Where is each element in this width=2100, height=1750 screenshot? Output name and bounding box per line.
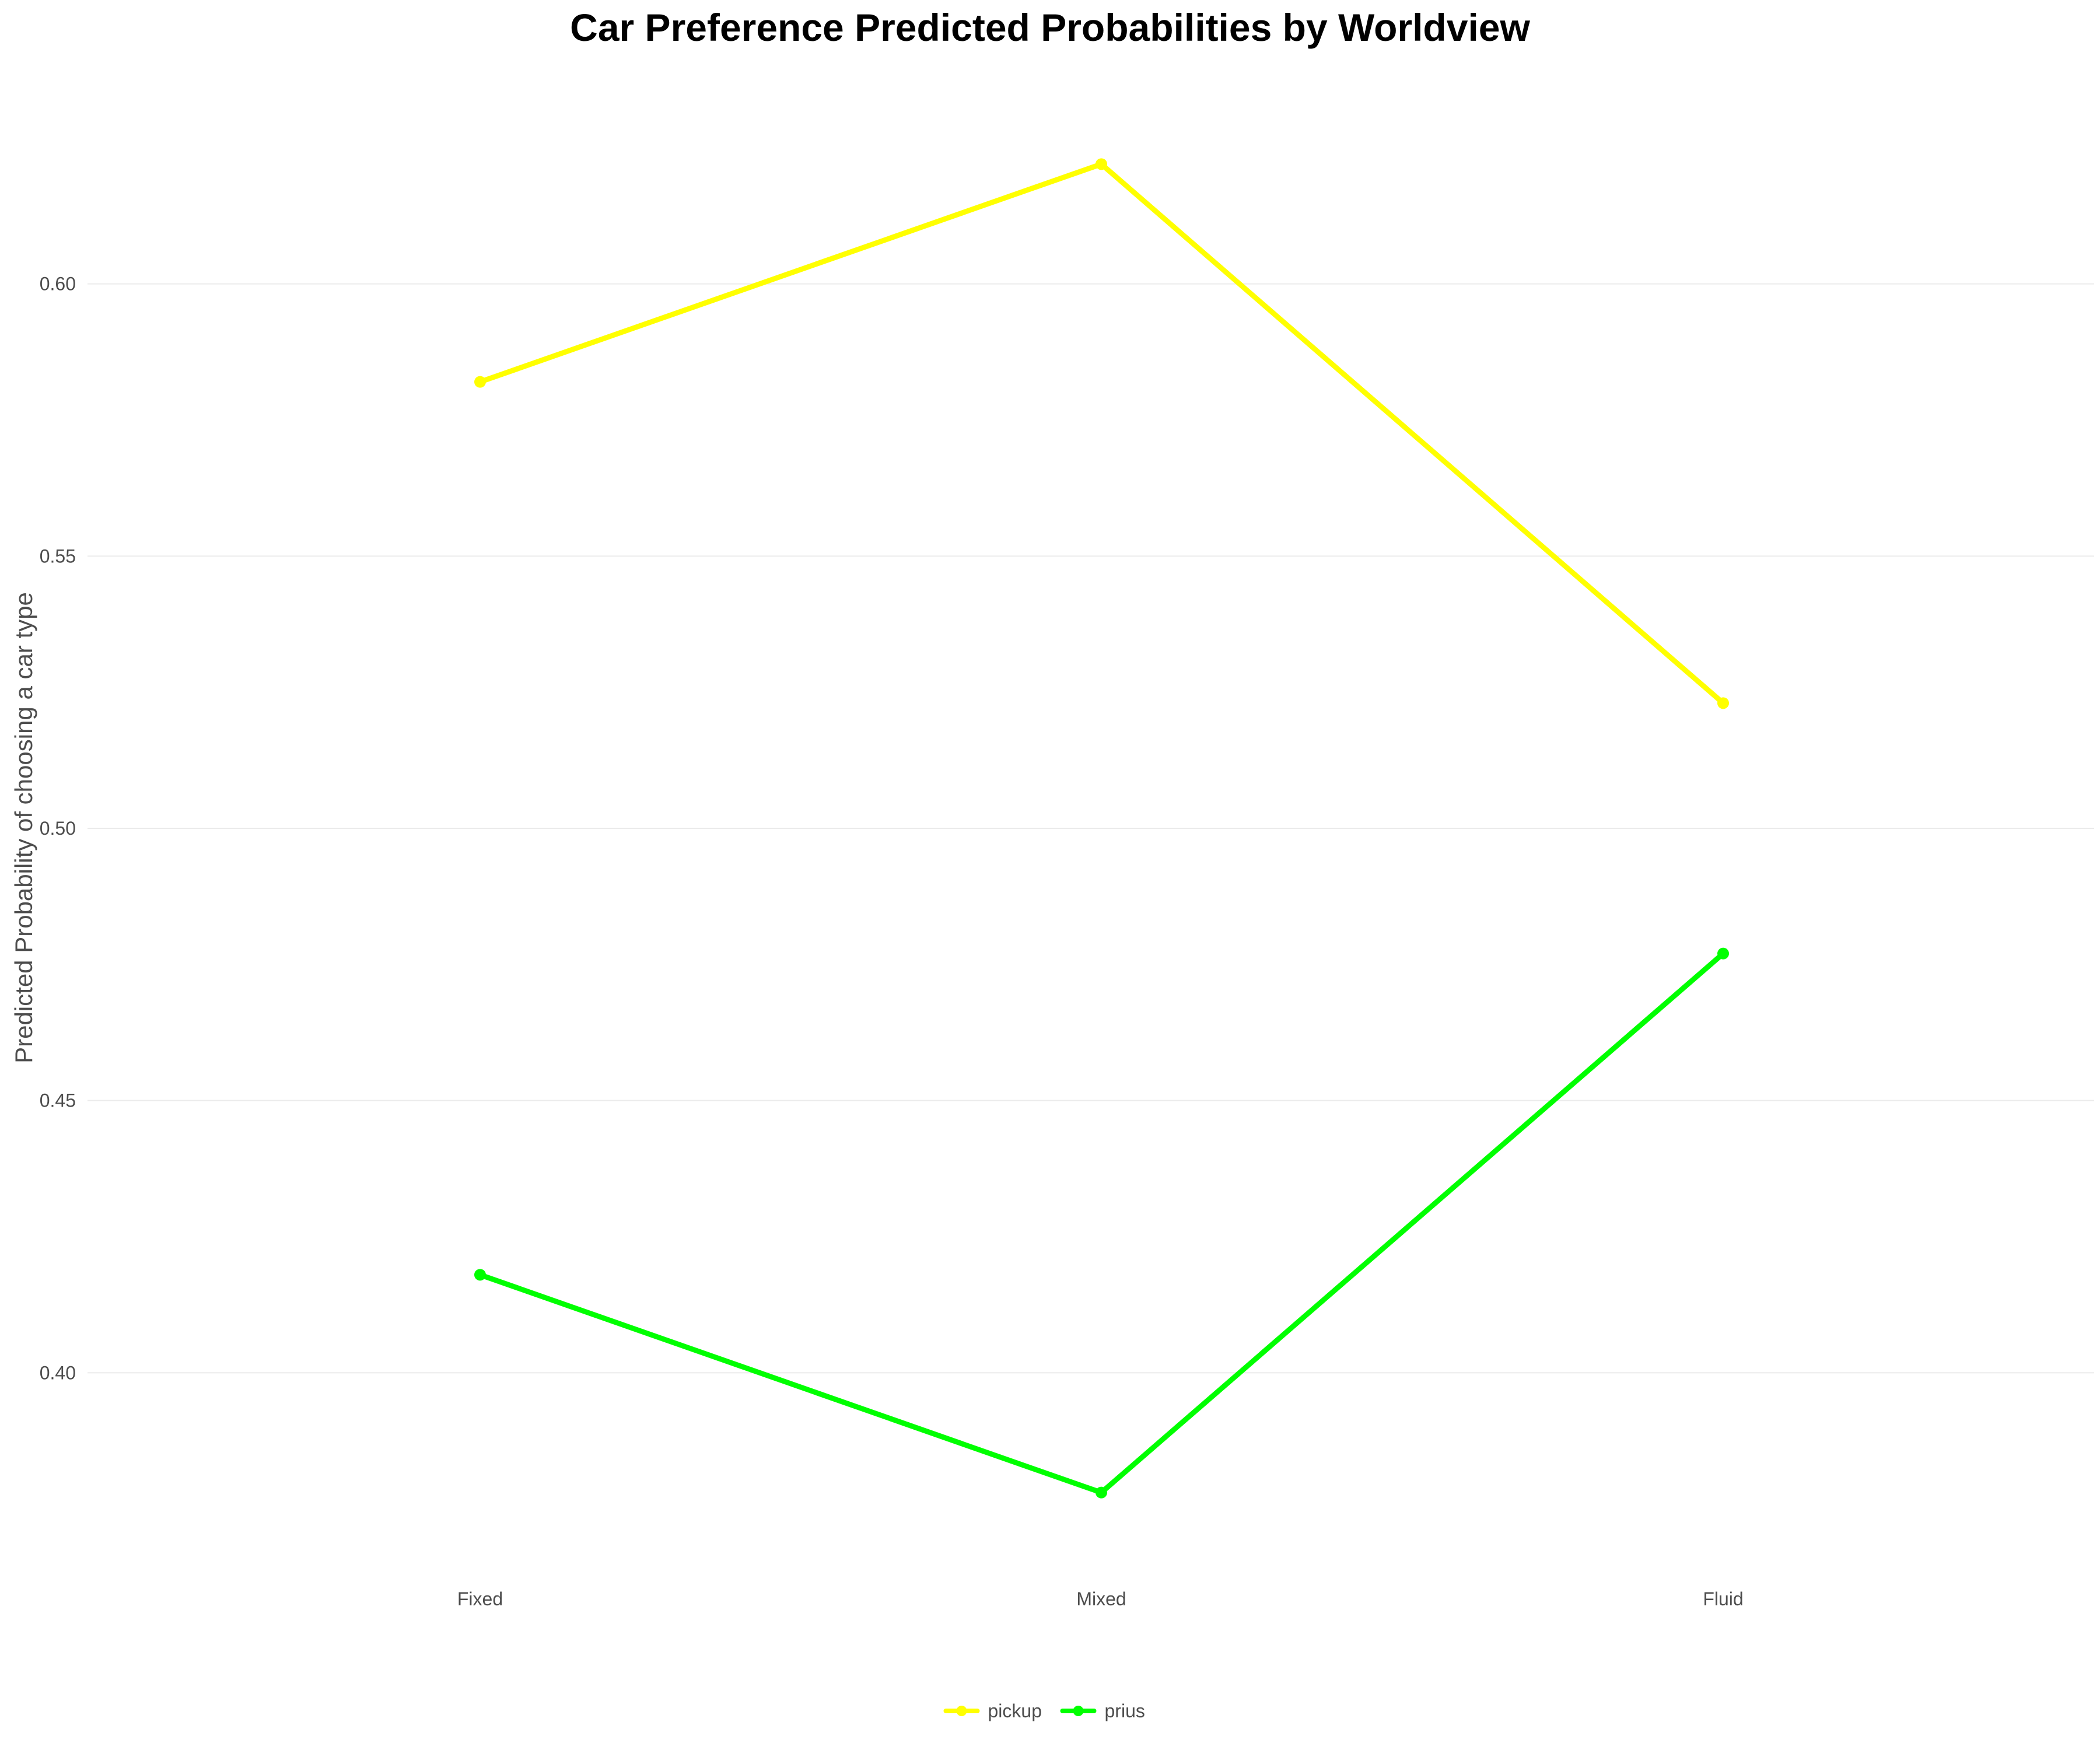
data-point-prius xyxy=(1096,1486,1107,1499)
y-axis-ticks: 0.40 0.45 0.50 0.55 0.60 xyxy=(40,274,76,1384)
series-line-pickup xyxy=(477,161,1726,706)
legend-key-point xyxy=(1073,1706,1084,1716)
series-prius xyxy=(474,947,1729,1499)
x-tick-label: Fluid xyxy=(1703,1588,1743,1609)
x-axis-ticks: Fixed Mixed Fluid xyxy=(457,1588,1744,1609)
legend-label: pickup xyxy=(988,1700,1042,1721)
y-tick-label: 0.60 xyxy=(40,274,76,295)
legend-key-point xyxy=(956,1706,967,1716)
chart-title: Car Preference Predicted Probabilities b… xyxy=(570,6,1530,49)
y-axis-label: Predicted Probability of choosing a car … xyxy=(10,592,37,1063)
grid xyxy=(88,283,2094,1374)
y-tick-label: 0.45 xyxy=(40,1090,76,1111)
y-tick-label: 0.55 xyxy=(40,545,76,566)
x-tick-label: Fixed xyxy=(457,1588,503,1609)
series-pickup xyxy=(474,158,1729,709)
data-point-pickup xyxy=(1096,158,1107,170)
y-tick-label: 0.40 xyxy=(40,1362,76,1383)
y-tick-label: 0.50 xyxy=(40,818,76,839)
data-point-pickup xyxy=(1717,697,1729,709)
x-tick-label: Mixed xyxy=(1076,1588,1126,1609)
legend-label: prius xyxy=(1105,1700,1145,1721)
legend-item-pickup: pickup xyxy=(943,1700,1042,1721)
series-layer xyxy=(474,158,1729,1499)
legend-item-prius: prius xyxy=(1060,1700,1145,1721)
data-point-prius xyxy=(474,1269,486,1281)
data-point-prius xyxy=(1717,947,1729,960)
series-line-prius xyxy=(477,951,1726,1496)
data-point-pickup xyxy=(474,376,486,388)
legend: pickup prius xyxy=(943,1700,1145,1721)
